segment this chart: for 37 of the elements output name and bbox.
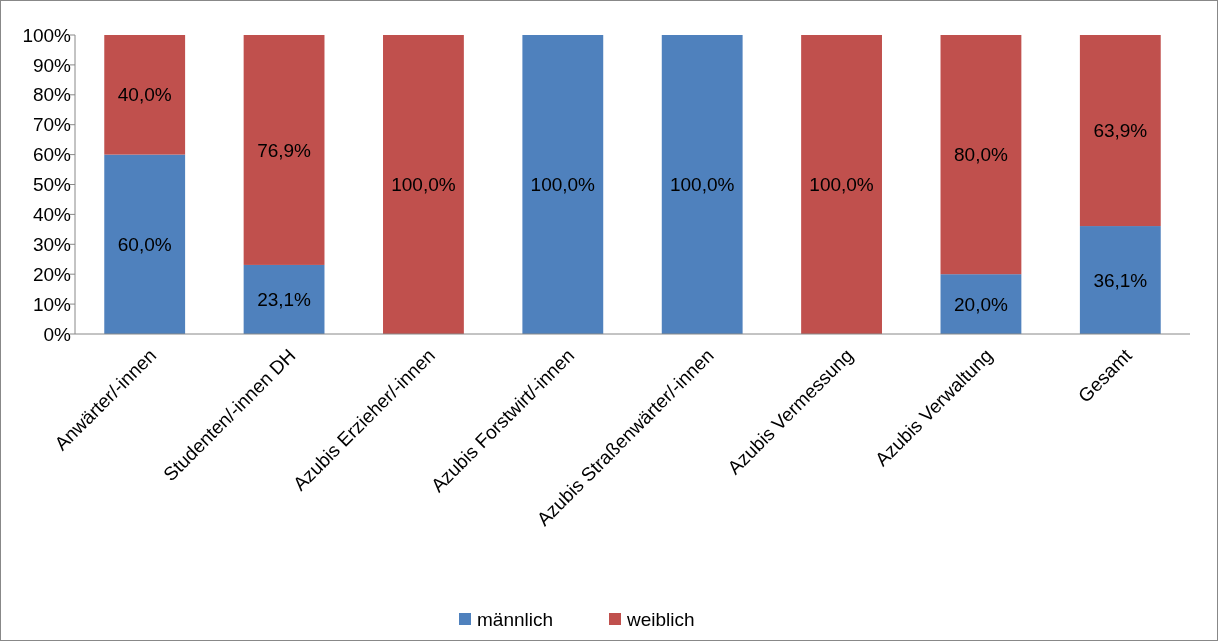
data-label: 63,9% <box>1093 120 1148 142</box>
y-tick-label: 50% <box>32 174 72 196</box>
bar <box>383 35 464 334</box>
bar <box>940 274 1022 334</box>
bar <box>1079 226 1161 334</box>
y-tick-label: 40% <box>32 204 72 226</box>
legend-label: weiblich <box>626 608 695 630</box>
y-tick-label: 60% <box>32 144 72 166</box>
data-label: 100,0% <box>391 174 456 196</box>
data-label: 100,0% <box>530 174 596 196</box>
legend-label: männlich <box>477 608 554 630</box>
bar <box>243 264 325 334</box>
data-label: 60,0% <box>117 233 172 255</box>
data-label: 80,0% <box>954 144 1008 166</box>
y-tick-label: 30% <box>32 233 72 255</box>
bar <box>1079 35 1161 227</box>
data-label: 100,0% <box>809 174 874 196</box>
data-label: 23,1% <box>257 289 312 311</box>
bar <box>661 35 743 334</box>
y-tick-label: 80% <box>32 84 72 106</box>
bar <box>801 35 882 334</box>
data-label: 40,0% <box>117 84 172 106</box>
y-tick-label: 20% <box>32 263 72 285</box>
y-tick-label: 10% <box>32 293 72 315</box>
y-tick-label: 100% <box>22 24 72 46</box>
data-label: 20,0% <box>954 293 1008 315</box>
bar <box>940 35 1022 275</box>
y-tick-label: 0% <box>43 323 72 345</box>
y-tick-label: 70% <box>32 114 72 136</box>
bar <box>104 35 186 155</box>
bar <box>104 154 186 334</box>
bar <box>522 35 604 334</box>
bar <box>243 35 325 265</box>
data-label: 100,0% <box>669 174 735 196</box>
data-label: 36,1% <box>1093 269 1148 291</box>
y-tick-label: 90% <box>32 54 72 76</box>
data-label: 76,9% <box>257 139 312 161</box>
